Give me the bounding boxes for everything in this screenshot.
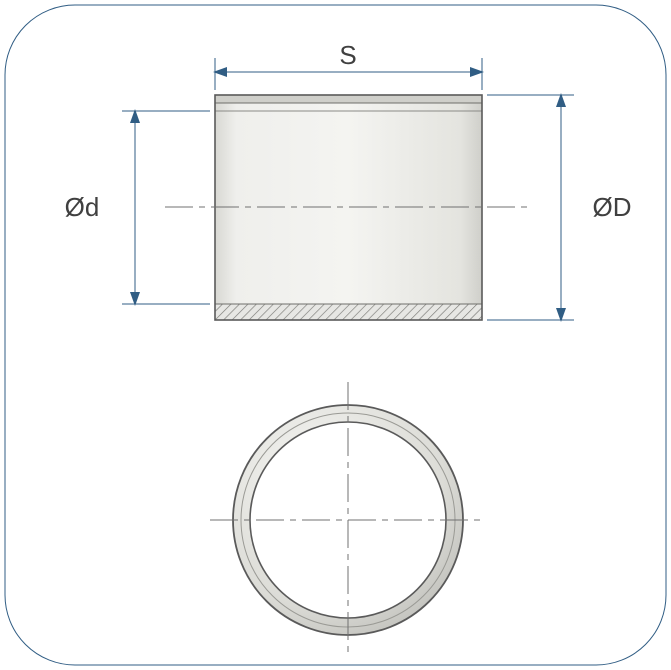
bottom-section-hatch — [215, 304, 482, 320]
end-view — [210, 382, 486, 658]
label-width: S — [339, 40, 356, 70]
label-outer-dia: ØD — [593, 192, 632, 222]
label-inner-dia: Ød — [65, 192, 100, 222]
side-view: S Ød ØD — [65, 40, 632, 320]
top-outer-wall — [215, 95, 482, 103]
